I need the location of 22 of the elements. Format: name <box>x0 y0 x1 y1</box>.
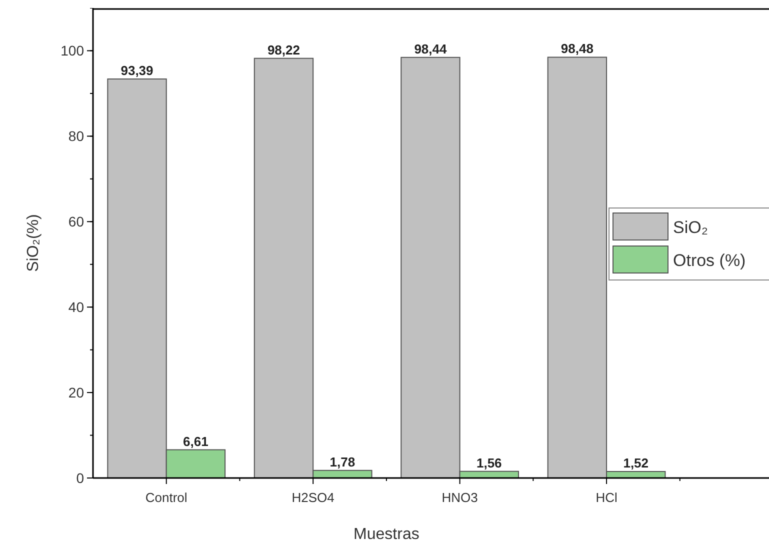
x-tick-label: H2SO4 <box>292 490 334 505</box>
y-tick-label: 40 <box>68 298 84 315</box>
x-tick-label: HNO3 <box>442 490 478 505</box>
x-tick-label: HCl <box>596 490 618 505</box>
y-tick-label: 100 <box>60 42 84 59</box>
y-axis-title: SiO₂(%) <box>25 214 42 272</box>
y-tick-label: 20 <box>68 384 84 400</box>
data-label: 98,22 <box>267 42 300 58</box>
data-label: 1,78 <box>330 454 356 470</box>
data-label: 1,52 <box>623 456 649 471</box>
y-tick-label: 60 <box>68 214 84 230</box>
y-tick-label: 80 <box>68 128 84 144</box>
data-label: 1,56 <box>476 455 502 470</box>
data-label: 6,61 <box>183 434 208 449</box>
x-axis-title: Muestras <box>354 526 420 543</box>
data-label: 98,44 <box>414 41 448 56</box>
legend-label: Otros (%) <box>673 250 746 270</box>
legend-label: SiO₂ <box>673 218 708 237</box>
data-label: 98,48 <box>560 41 594 56</box>
x-tick-label: Control <box>145 490 188 505</box>
data-label: 93,39 <box>120 62 154 78</box>
y-tick-label: 0 <box>76 470 84 486</box>
